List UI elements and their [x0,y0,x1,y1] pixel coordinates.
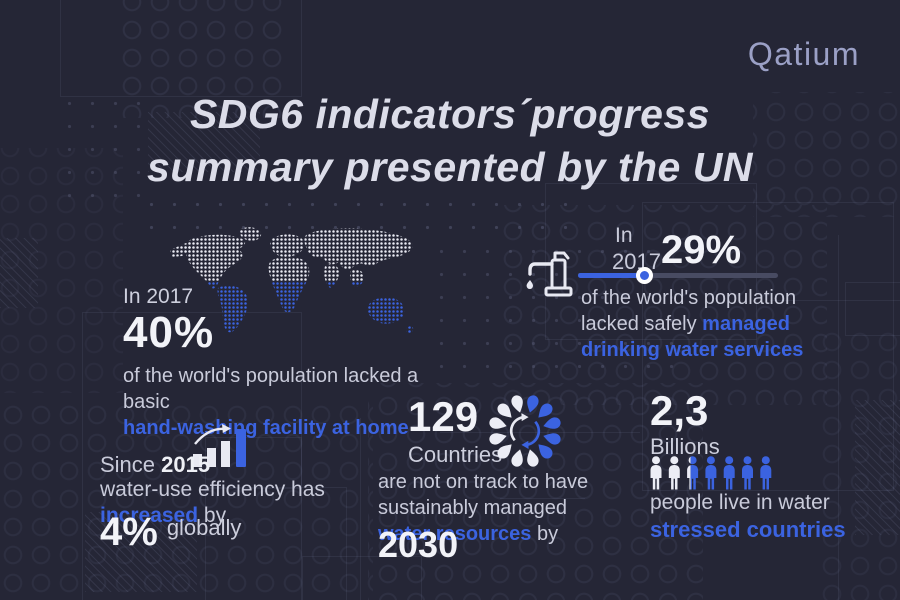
faucet-icon [526,251,573,297]
title-line2: summary presented by the UN [147,144,753,191]
drinking-water-value: 29% [661,228,742,272]
stat-water-stressed: 2,3 Billions people live in water stress… [648,387,888,545]
water-stressed-description: people live in water stressed countries [650,490,846,545]
efficiency-value-row: 4% globally [100,512,241,552]
water-cycle-icon [489,395,561,467]
drinking-water-description: of the world's population lacked safely … [581,285,811,363]
countries-description: are not on track to have sustainably man… [378,469,603,547]
hand-washing-desc-plain: of the world's population lacked a basic [123,365,419,413]
efficiency-description: water-use efficiency has increased by [100,477,325,530]
ws-line1: people live in water [650,491,830,514]
dw-line2-plain: lacked safely [581,313,703,335]
person-icon-blue [760,456,772,490]
person-icon-blue [705,456,717,490]
stat-drinking-water: In 2017 29% of the world's population la… [515,224,810,361]
title-line1: SDG6 indicators´progress [189,91,711,137]
stat-hand-washing: In 2017 40% of the world's population la… [123,285,463,441]
page-title: SDG6 indicators´progress summary present… [0,88,900,195]
eff-line1: water-use efficiency has [100,478,325,501]
water-stressed-label: Billions [650,434,720,459]
eff-line2-highlight: increased [100,504,199,528]
bar-chart-icon [193,424,246,467]
person-icon-white [668,456,680,490]
efficiency-since: Since 2015 [100,452,210,478]
progress-slider [578,267,778,284]
ws-line2-highlight: stressed countries [650,517,846,543]
drinking-water-in-label: In [615,224,633,247]
slider-fill [578,273,644,278]
person-icon-blue [723,456,735,490]
person-icon-blue [742,456,753,490]
stat-countries: 129 Countries [378,393,603,565]
since-label: Since [100,452,162,477]
eff-line2-plain: by [198,504,227,528]
dw-line3-highlight: drinking water services [581,339,804,361]
stat-water-efficiency: Since 2015 water-use efficiency has incr… [98,420,388,555]
hand-washing-desc-highlight: hand-washing facility at home [123,417,409,439]
qatium-logo: Qatium [747,36,860,72]
dw-line1: of the world's population [581,287,797,309]
cn-line2: sustainably managed [378,497,568,519]
person-icon-white [650,456,662,490]
drop-ring [489,395,561,467]
decor-rect-outline [60,0,302,97]
slider-knob [636,267,653,284]
countries-value: 129 [408,393,479,440]
dw-line2-highlight: managed [702,313,790,335]
cycle-arrows [509,413,541,449]
cn-line1: are not on track to have [378,471,589,493]
cn-line3-highlight: water resources [378,523,532,545]
countries-target-year: 2030 [378,524,459,565]
decor-rect-outline [845,282,900,336]
decor-hatch-patch [0,238,38,308]
water-stressed-value: 2,3 [650,387,709,434]
hand-washing-description: of the world's population lacked a basic… [123,363,463,441]
countries-label: Countries [408,442,503,467]
efficiency-suffix: globally [166,515,242,540]
people-pictograms-icon [650,456,772,490]
hand-washing-year: In 2017 [123,285,194,308]
since-year: 2015 [161,452,211,477]
efficiency-value: 4% [100,510,158,554]
hand-washing-value: 40% [123,308,215,357]
cn-line3-plain: by [531,523,559,545]
